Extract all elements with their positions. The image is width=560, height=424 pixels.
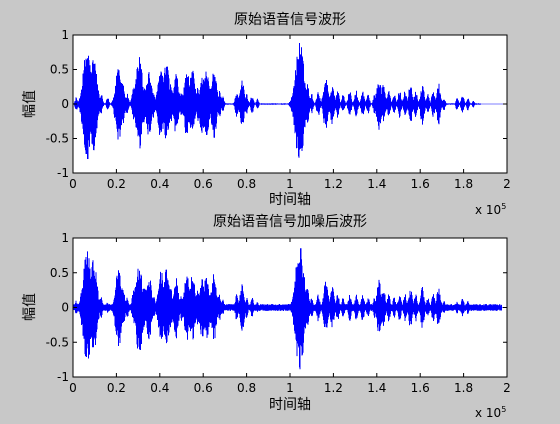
x-tick-label: 0.2 bbox=[107, 177, 126, 191]
x-tick-label: 0.6 bbox=[194, 177, 213, 191]
x-exponent-label: x 105 bbox=[475, 202, 506, 217]
x-tick-label: 0.8 bbox=[237, 177, 256, 191]
x-axis-label: 时间轴 bbox=[269, 192, 311, 208]
x-tick-label: 1.8 bbox=[454, 177, 473, 191]
y-tick-label: 0.5 bbox=[50, 63, 69, 77]
y-tick-label: -1 bbox=[57, 370, 69, 384]
x-tick-label: 1.2 bbox=[324, 177, 343, 191]
chart-title: 原始语音信号加噪后波形 bbox=[213, 213, 367, 230]
x-tick-label: 1.6 bbox=[411, 177, 430, 191]
y-tick-label: 0.5 bbox=[50, 266, 69, 280]
subplot-noisy-signal: 原始语音信号加噪后波形 幅值 时间轴 x 105 0 0.2 0.4 0.6 0.8 1 1… bbox=[22, 213, 511, 420]
x-tick-label: 1.2 bbox=[324, 381, 343, 395]
x-tick-label: 0.8 bbox=[237, 381, 256, 395]
x-exponent-label: x 105 bbox=[475, 405, 506, 420]
x-tick-label: 0.6 bbox=[194, 381, 213, 395]
x-tick-label: 0 bbox=[69, 381, 77, 395]
x-tick-label: 1 bbox=[286, 177, 294, 191]
subplot-original-signal: 原始语音信号波形 幅值 时间轴 x 105 0 0.2 0.4 0.6 0.8 1 1.2 1… bbox=[22, 11, 511, 217]
y-tick-label: 0 bbox=[61, 97, 69, 111]
x-tick-label: 2 bbox=[503, 177, 511, 191]
x-tick-label: 0 bbox=[69, 177, 77, 191]
x-tick-label: 0.2 bbox=[107, 381, 126, 395]
y-axis-label: 幅值 bbox=[22, 293, 38, 321]
x-tick-label: 2 bbox=[503, 381, 511, 395]
chart-title: 原始语音信号波形 bbox=[234, 11, 346, 28]
y-tick-label: 1 bbox=[61, 28, 69, 42]
x-tick-label: 1 bbox=[286, 381, 294, 395]
y-tick-label: -1 bbox=[57, 166, 69, 180]
y-axis-label: 幅值 bbox=[22, 90, 38, 118]
y-tick-label: -0.5 bbox=[46, 335, 69, 349]
x-tick-label: 0.4 bbox=[150, 381, 169, 395]
y-tick-label: 0 bbox=[61, 301, 69, 315]
x-tick-label: 1.4 bbox=[367, 381, 386, 395]
x-tick-label: 0.4 bbox=[150, 177, 169, 191]
x-tick-label: 1.4 bbox=[367, 177, 386, 191]
x-axis-label: 时间轴 bbox=[269, 397, 311, 413]
y-tick-label: 1 bbox=[61, 231, 69, 245]
x-tick-label: 1.6 bbox=[411, 381, 430, 395]
x-tick-label: 1.8 bbox=[454, 381, 473, 395]
y-tick-label: -0.5 bbox=[46, 132, 69, 146]
